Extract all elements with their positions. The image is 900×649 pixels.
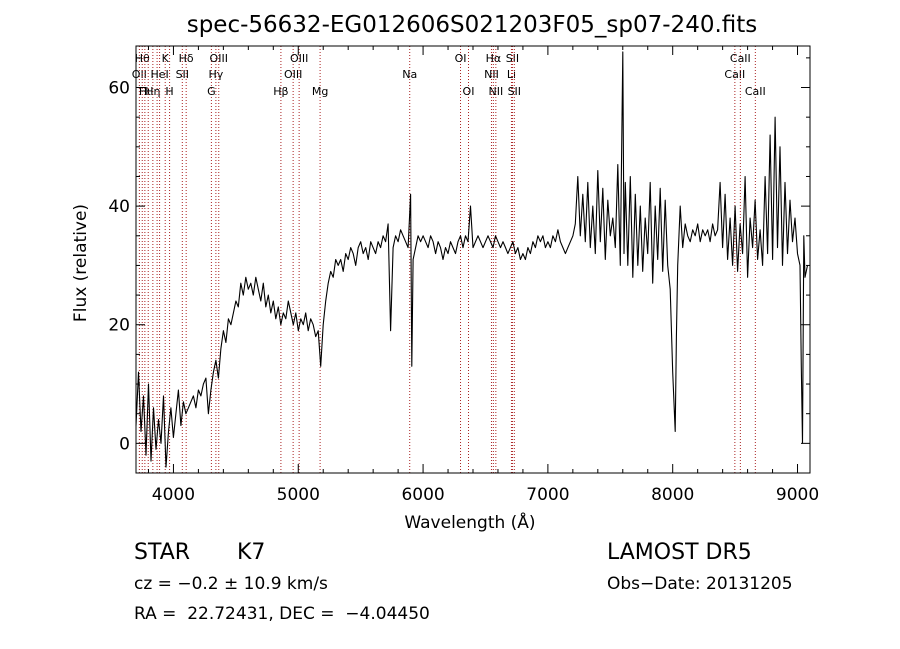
y-tick-label: 40 (108, 197, 130, 217)
line-marker-label: OIII (284, 68, 302, 81)
line-marker-label: CaII (745, 85, 766, 98)
coordinates-readout: RA = 22.72431, DEC = −4.04450 (134, 604, 430, 624)
line-marker-label: Li (507, 68, 516, 81)
x-tick-label: 8000 (651, 485, 694, 505)
plot-frame (135, 45, 811, 474)
line-marker-label: SII (176, 68, 189, 81)
spectrum-line (135, 51, 809, 468)
x-tick-label: 4000 (152, 485, 195, 505)
line-marker-label: SII (508, 85, 521, 98)
line-marker-label: Hδ (179, 52, 194, 65)
line-marker-label: HeI (150, 68, 168, 81)
line-marker-label: Na (402, 68, 417, 81)
line-marker-label: NII (484, 68, 499, 81)
line-marker-label: Hγ (208, 68, 223, 81)
line-marker-label: Hη (145, 85, 160, 98)
line-marker-label: OI (455, 52, 467, 65)
y-tick-label: 20 (108, 316, 130, 336)
line-marker-label: Mg (312, 85, 328, 98)
line-marker-label: OI (463, 85, 475, 98)
object-subclass: K7 (237, 540, 266, 565)
x-axis-label: Wavelength (Å) (404, 511, 535, 533)
x-tick-label: 5000 (277, 485, 320, 505)
line-marker-label: OIII (290, 52, 308, 65)
line-markers: OIIHθHιHηHeIKHSIIHδGHγOIIIHβOIIIOIIIMgNa… (132, 46, 766, 473)
x-tick-label: 9000 (776, 485, 819, 505)
x-axis: 4000 5000 6000 7000 8000 9000 (147, 46, 819, 505)
line-marker-label: H (165, 85, 173, 98)
line-marker-label: CaII (730, 52, 751, 65)
observation-date: Obs−Date: 20131205 (607, 574, 793, 594)
line-marker-label: Hα (486, 52, 502, 65)
y-tick-label: 0 (119, 434, 130, 454)
line-marker-label: K (162, 52, 170, 65)
line-marker-label: G (207, 85, 216, 98)
survey-name: LAMOST DR5 (607, 540, 752, 565)
line-marker-label: Hθ (135, 52, 150, 65)
y-axis-label: Flux (relative) (71, 204, 91, 322)
y-axis: 0 20 40 60 (108, 57, 810, 454)
chart-title: spec-56632-EG012606S021203F05_sp07-240.f… (187, 12, 758, 38)
line-marker-label: OIII (210, 52, 228, 65)
x-tick-label: 7000 (526, 485, 569, 505)
x-tick-label: 6000 (401, 485, 444, 505)
spectrum-line-group (135, 51, 809, 468)
line-marker-label: SII (506, 52, 519, 65)
redshift-readout: cz = −0.2 ± 10.9 km/s (134, 574, 328, 594)
y-tick-label: 60 (108, 79, 130, 99)
line-marker-label: CaII (724, 68, 745, 81)
object-class: STAR (134, 540, 191, 565)
line-marker-label: Hβ (273, 85, 288, 98)
line-marker-label: NII (488, 85, 503, 98)
